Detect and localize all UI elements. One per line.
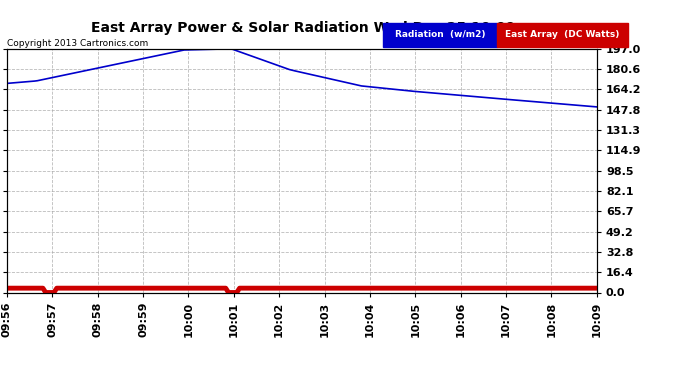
Text: Radiation  (w/m2): Radiation (w/m2) (395, 30, 485, 39)
Text: Copyright 2013 Cartronics.com: Copyright 2013 Cartronics.com (7, 39, 148, 48)
Text: East Array  (DC Watts): East Array (DC Watts) (505, 30, 620, 39)
Text: East Array Power & Solar Radiation Wed Dec 25 10:09: East Array Power & Solar Radiation Wed D… (92, 21, 515, 34)
